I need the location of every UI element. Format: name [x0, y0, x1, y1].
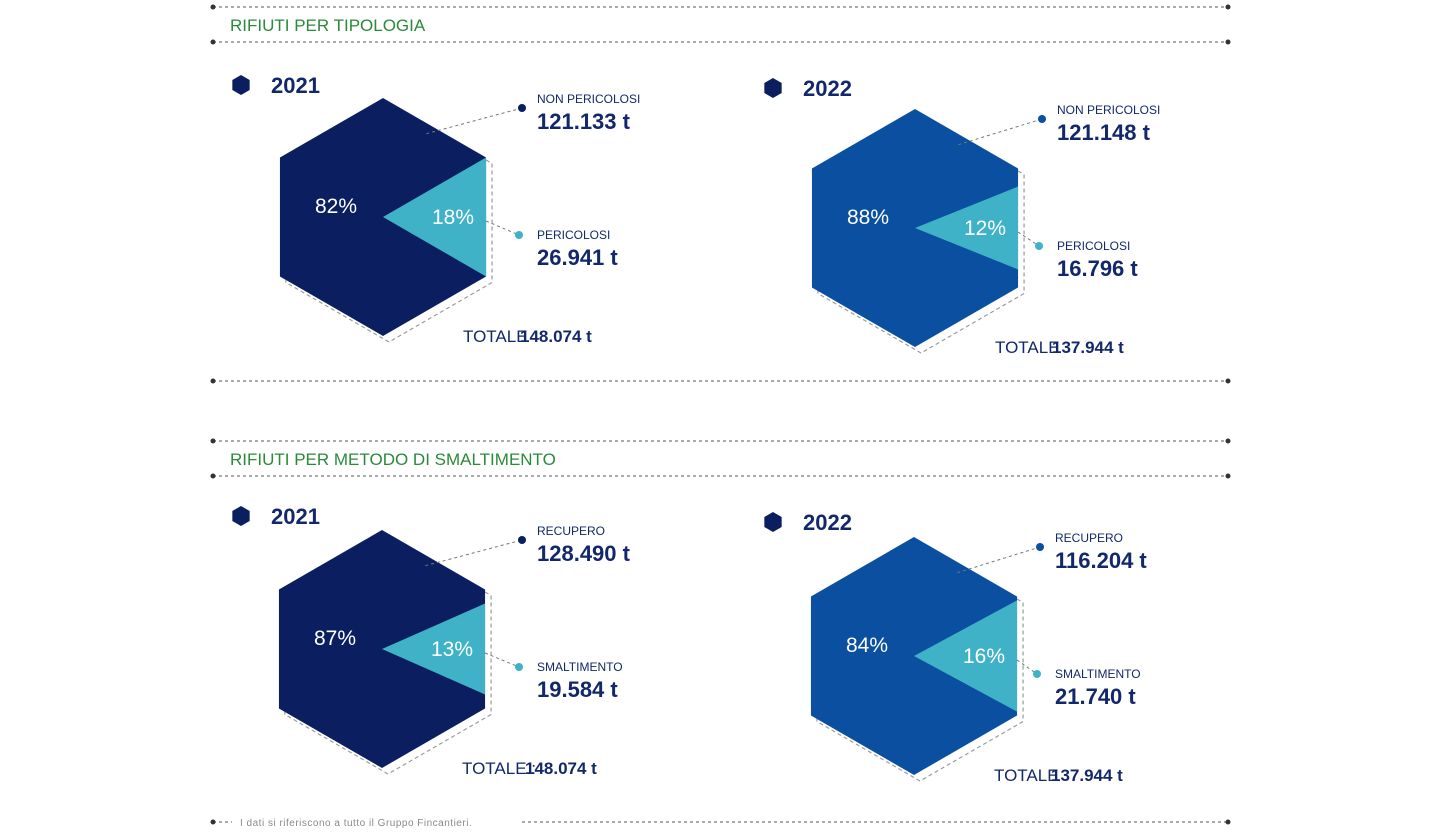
minor-percent-label: 12%	[964, 217, 1006, 240]
category-dot	[1038, 115, 1046, 123]
category-label: NON PERICOLOSI	[537, 92, 640, 106]
category-label: NON PERICOLOSI	[1057, 103, 1160, 117]
total-label: TOTALE	[995, 338, 1060, 357]
leader-line	[958, 118, 1043, 146]
category-dot	[518, 536, 526, 544]
hex-chart-smaltimento-2021: 87% 13% 2021 RECUPERO 128.490 t SMALTIMENTO 19…	[232, 504, 631, 778]
category-label: RECUPERO	[537, 524, 605, 538]
year-label: 2022	[803, 510, 852, 535]
divider-dot	[210, 39, 216, 45]
year-label: 2021	[271, 73, 320, 98]
leader-line	[1016, 659, 1038, 675]
section-1-frame	[210, 4, 1231, 384]
divider-dot	[210, 473, 216, 479]
hexagon-minor-slice	[914, 600, 1018, 712]
hexagon-dashed-outline	[816, 542, 1024, 782]
hex-chart-tipologia-2021: 82% 18% 2021 NON PERICOLOSI 121.133 t PERICOL…	[232, 73, 640, 346]
divider-dot	[210, 4, 216, 10]
divider-dot	[1225, 438, 1231, 444]
divider-dot	[210, 438, 216, 444]
amount-label: 16.796 t	[1057, 256, 1138, 281]
major-percent-label: 87%	[314, 627, 356, 650]
total-value: 148.074 t	[520, 327, 592, 346]
category-dot	[515, 231, 523, 239]
leader-line	[957, 546, 1041, 574]
leader-line	[484, 652, 520, 668]
divider-dot	[1225, 473, 1231, 479]
major-percent-label: 82%	[315, 195, 357, 218]
minor-percent-label: 13%	[431, 638, 473, 661]
category-label: PERICOLOSI	[537, 228, 610, 242]
year-label: 2022	[803, 76, 852, 101]
divider-dot	[210, 819, 216, 825]
category-dot	[1035, 242, 1043, 250]
hexagon-bullet-icon	[764, 78, 782, 98]
leader-line	[485, 220, 520, 236]
section-2-frame	[210, 438, 1231, 479]
major-percent-label: 88%	[847, 206, 889, 229]
hex-chart-smaltimento-2022: 84% 16% 2022 RECUPERO 116.204 t SMALTIMENTO 21…	[764, 510, 1147, 785]
minor-percent-label: 16%	[963, 645, 1005, 668]
hexagon-bullet-icon	[232, 75, 250, 95]
total-label: TOTALE	[463, 327, 528, 346]
divider-dot	[1225, 4, 1231, 10]
category-dot	[1036, 543, 1044, 551]
category-label: SMALTIMENTO	[537, 660, 623, 674]
category-dot	[518, 104, 526, 112]
leader-line	[1017, 231, 1040, 247]
category-dot	[1033, 670, 1041, 678]
category-label: SMALTIMENTO	[1055, 667, 1141, 681]
total-label: TOTALE :	[462, 759, 536, 778]
footnote-bar: I dati si riferiscono a tutto il Gruppo …	[210, 818, 1231, 829]
total-value: 137.944 t	[1052, 338, 1124, 357]
amount-label: 121.148 t	[1057, 120, 1151, 145]
category-dot	[515, 663, 523, 671]
amount-label: 121.133 t	[537, 109, 631, 134]
divider-dot	[210, 378, 216, 384]
hexagon-minor-slice	[383, 157, 487, 277]
amount-label: 21.740 t	[1055, 684, 1136, 709]
major-percent-label: 84%	[846, 634, 888, 657]
divider-dot	[1225, 39, 1231, 45]
leader-line	[425, 539, 523, 567]
total-label: TOTALE	[994, 766, 1059, 785]
amount-label: 19.584 t	[537, 677, 618, 702]
hex-chart-tipologia-2022: 88% 12% 2022 NON PERICOLOSI 121.148 t PERICOL…	[764, 76, 1160, 357]
amount-label: 128.490 t	[537, 541, 631, 566]
amount-label: 116.204 t	[1055, 548, 1147, 573]
divider-dot	[1225, 819, 1231, 825]
hexagon-bullet-icon	[764, 512, 782, 532]
total-value: 137.944 t	[1051, 766, 1123, 785]
category-label: RECUPERO	[1055, 531, 1123, 545]
footnote-text: I dati si riferiscono a tutto il Gruppo …	[240, 818, 472, 829]
total-value: 148.074 t	[525, 759, 597, 778]
amount-label: 26.941 t	[537, 245, 618, 270]
hexagon-minor-slice	[382, 603, 486, 695]
year-label: 2021	[271, 504, 320, 529]
minor-percent-label: 18%	[432, 206, 474, 229]
section-title-smaltimento: RIFIUTI PER METODO DI SMALTIMENTO	[230, 450, 556, 469]
section-title-tipologia: RIFIUTI PER TIPOLOGIA	[230, 16, 426, 35]
hexagon-minor-slice	[915, 186, 1019, 270]
leader-line	[426, 107, 523, 135]
divider-dot	[1225, 378, 1231, 384]
category-label: PERICOLOSI	[1057, 239, 1130, 253]
hexagon-bullet-icon	[232, 506, 250, 526]
